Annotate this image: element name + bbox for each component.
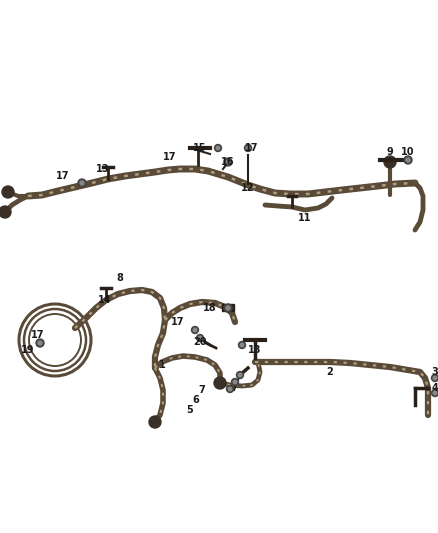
Text: 15: 15 — [193, 143, 207, 153]
Text: 13: 13 — [96, 164, 110, 174]
Text: 20: 20 — [193, 337, 207, 347]
Circle shape — [404, 156, 412, 164]
Circle shape — [237, 372, 244, 378]
Circle shape — [246, 146, 250, 150]
Circle shape — [193, 328, 197, 332]
Circle shape — [226, 160, 230, 164]
Circle shape — [2, 186, 14, 198]
Circle shape — [239, 342, 246, 349]
Circle shape — [232, 378, 239, 385]
Circle shape — [197, 335, 204, 342]
Text: 7: 7 — [198, 385, 205, 395]
Circle shape — [214, 377, 226, 389]
Circle shape — [38, 341, 42, 345]
Text: 19: 19 — [21, 345, 35, 355]
Circle shape — [431, 390, 438, 397]
Text: 5: 5 — [187, 405, 193, 415]
Circle shape — [384, 156, 396, 168]
Text: 16: 16 — [221, 157, 235, 167]
Circle shape — [433, 391, 437, 395]
Text: 13: 13 — [248, 345, 262, 355]
Text: 17: 17 — [245, 143, 259, 153]
Bar — [222, 304, 234, 311]
Circle shape — [215, 144, 222, 151]
Circle shape — [80, 181, 84, 185]
Circle shape — [224, 304, 232, 312]
Text: 3: 3 — [431, 367, 438, 377]
Text: 8: 8 — [117, 273, 124, 283]
Circle shape — [226, 306, 230, 310]
Circle shape — [224, 158, 232, 166]
Circle shape — [36, 339, 44, 347]
Circle shape — [228, 387, 232, 391]
Text: 17: 17 — [56, 171, 70, 181]
Circle shape — [233, 380, 237, 384]
Text: 14: 14 — [98, 295, 112, 305]
Circle shape — [191, 327, 198, 334]
Text: 6: 6 — [193, 395, 199, 405]
Circle shape — [433, 376, 437, 379]
Circle shape — [238, 373, 242, 377]
Text: 4: 4 — [431, 383, 438, 393]
Text: 17: 17 — [171, 317, 185, 327]
Circle shape — [149, 416, 161, 428]
Circle shape — [0, 206, 11, 218]
Circle shape — [240, 343, 244, 347]
Circle shape — [406, 158, 410, 162]
Circle shape — [78, 179, 86, 187]
Circle shape — [244, 144, 251, 151]
Text: 17: 17 — [31, 330, 45, 340]
Text: 18: 18 — [203, 303, 217, 313]
Circle shape — [216, 146, 220, 150]
Circle shape — [226, 385, 233, 392]
Text: 11: 11 — [298, 213, 312, 223]
Text: 17: 17 — [163, 152, 177, 162]
Text: 1: 1 — [159, 360, 166, 370]
Text: 9: 9 — [387, 147, 393, 157]
Text: 12: 12 — [241, 183, 255, 193]
Circle shape — [198, 336, 202, 340]
Text: 2: 2 — [327, 367, 333, 377]
Circle shape — [431, 375, 438, 382]
Text: 10: 10 — [401, 147, 415, 157]
